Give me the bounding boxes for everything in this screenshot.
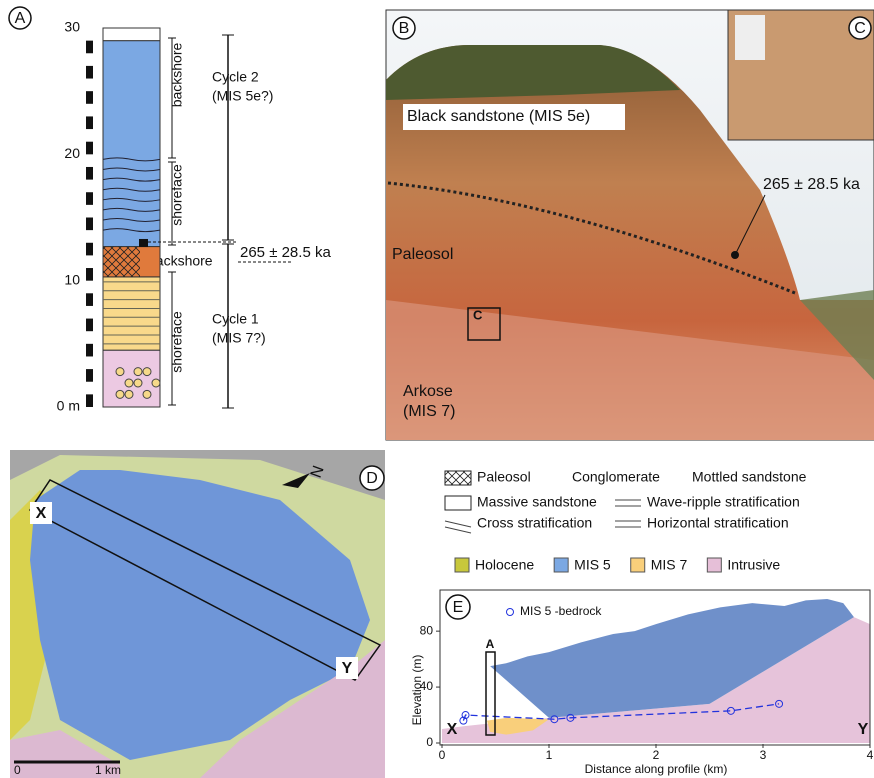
profile-end: Y <box>858 721 869 738</box>
scale-bar <box>86 218 93 231</box>
legend-label: Conglomerate <box>572 469 660 485</box>
page: A B C D E Black sandstone (MIS 5e) 265 ±… <box>0 0 874 778</box>
cycle-label: Cycle 1 <box>212 311 259 327</box>
y-tick-label: 0 m <box>57 398 80 414</box>
legend-label: Holocene <box>475 557 534 573</box>
y-tick-label: 0 <box>426 735 433 749</box>
legend-swatch <box>554 558 568 572</box>
strat-layer <box>103 350 160 407</box>
unit-label: Black sandstone (MIS 5e) <box>407 108 590 125</box>
legend-symbol <box>445 471 471 485</box>
clast <box>125 379 133 387</box>
strat-layer <box>103 41 160 247</box>
scale-bar <box>86 319 93 332</box>
y-tick-label: 40 <box>420 679 434 693</box>
sample <box>139 239 148 247</box>
panel-label: A <box>15 10 26 27</box>
scale-bar <box>86 243 93 256</box>
scale-bar <box>86 369 93 382</box>
scale-bar <box>86 293 93 306</box>
x-tick-label: 3 <box>760 748 767 762</box>
cycle-label: (MIS 7?) <box>212 330 266 346</box>
cycle-label: (MIS 5e?) <box>212 88 273 104</box>
unit-label: Arkose <box>403 383 453 400</box>
scale-bar <box>86 192 93 205</box>
legend-label: MIS 7 <box>651 557 688 573</box>
scale-bar <box>86 66 93 79</box>
profile-end: X <box>447 721 458 738</box>
legend-label: Wave-ripple stratification <box>647 494 800 510</box>
unit-label: (MIS 7) <box>403 403 455 420</box>
facies-label: shoreface <box>169 164 185 226</box>
x-axis-title: Distance along profile (km) <box>585 762 728 776</box>
profile-end: X <box>36 505 47 522</box>
panel-label: B <box>399 20 410 37</box>
y-tick-label: 30 <box>64 19 80 35</box>
box-label: C <box>473 307 483 322</box>
x-tick-label: 2 <box>653 748 660 762</box>
photo-b <box>386 10 874 440</box>
clast <box>125 390 133 398</box>
legend-label: MIS 5 -bedrock <box>520 604 602 618</box>
panel-label: E <box>453 599 464 616</box>
scale-bar <box>86 268 93 281</box>
profile-end: Y <box>342 660 353 677</box>
scale-bar <box>86 167 93 180</box>
legend-symbol <box>445 496 471 510</box>
scale-label: 1 km <box>95 763 121 777</box>
clast <box>152 379 160 387</box>
clast <box>143 390 151 398</box>
paleosol-hatch <box>103 247 140 277</box>
age-label: 265 ± 28.5 ka <box>240 244 331 261</box>
legend-swatch <box>455 558 469 572</box>
x-tick-label: 0 <box>439 748 446 762</box>
column-label: A <box>486 637 495 651</box>
legend-label: Paleosol <box>477 469 531 485</box>
legend-label: Cross stratification <box>477 515 592 531</box>
legend-symbol <box>660 471 686 485</box>
x-tick-label: 4 <box>867 748 874 762</box>
map-d <box>10 450 385 778</box>
scale-bar <box>86 394 93 407</box>
panel-label: D <box>366 470 378 487</box>
clast <box>134 379 142 387</box>
clast <box>134 368 142 376</box>
scale-bar <box>86 116 93 129</box>
y-tick-label: 10 <box>64 271 80 287</box>
y-tick-label: 80 <box>420 623 434 637</box>
clast <box>143 368 151 376</box>
legend-symbol <box>615 496 641 510</box>
scale-bar <box>86 142 93 155</box>
legend-marker <box>507 609 514 616</box>
y-tick-label: 20 <box>64 145 80 161</box>
legend-label: Mottled sandstone <box>692 469 807 485</box>
panel-label: C <box>854 20 866 37</box>
legend-swatch <box>707 558 721 572</box>
scale-bar <box>86 41 93 54</box>
scale-bar <box>86 344 93 357</box>
legend-swatch <box>631 558 645 572</box>
legend-symbol <box>615 517 641 531</box>
strat-layer <box>103 277 160 350</box>
age-label: 265 ± 28.5 ka <box>763 176 860 193</box>
scale-bar <box>86 91 93 104</box>
facies-label: backshore <box>169 42 185 107</box>
scale-label: 0 <box>14 763 21 777</box>
unit-label: Paleosol <box>392 246 453 263</box>
legend-label: Massive sandstone <box>477 494 597 510</box>
x-tick-label: 1 <box>546 748 553 762</box>
legend-symbol <box>540 471 566 485</box>
legend-label: MIS 5 <box>574 557 611 573</box>
legend-label: Horizontal stratification <box>647 515 789 531</box>
legend-label: Intrusive <box>727 557 780 573</box>
strat-layer <box>103 28 160 41</box>
clast <box>116 368 124 376</box>
cycle-label: Cycle 2 <box>212 69 259 85</box>
figure: A B C D E Black sandstone (MIS 5e) 265 ±… <box>0 0 874 778</box>
clast <box>116 390 124 398</box>
facies-label: shoreface <box>169 311 185 373</box>
